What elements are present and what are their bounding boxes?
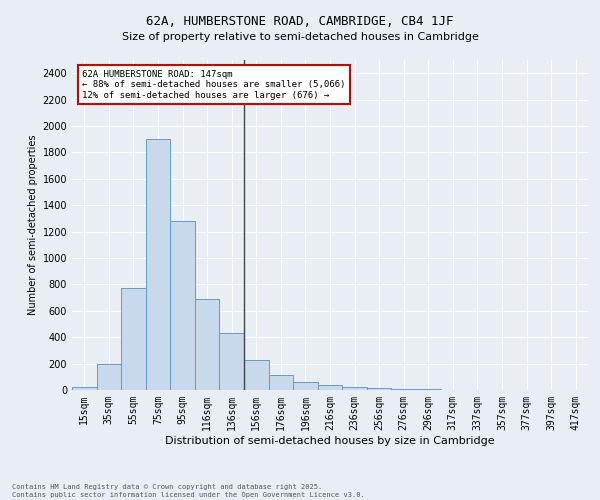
Text: Size of property relative to semi-detached houses in Cambridge: Size of property relative to semi-detach… bbox=[122, 32, 478, 42]
X-axis label: Distribution of semi-detached houses by size in Cambridge: Distribution of semi-detached houses by … bbox=[165, 436, 495, 446]
Bar bbox=[318, 386, 342, 390]
Bar bbox=[391, 389, 416, 390]
Bar bbox=[72, 388, 97, 390]
Bar bbox=[146, 139, 170, 390]
Y-axis label: Number of semi-detached properties: Number of semi-detached properties bbox=[28, 134, 38, 316]
Bar bbox=[269, 376, 293, 390]
Bar bbox=[220, 332, 244, 390]
Bar bbox=[97, 364, 121, 390]
Bar bbox=[293, 382, 318, 390]
Bar bbox=[244, 360, 269, 390]
Bar bbox=[342, 388, 367, 390]
Text: 62A, HUMBERSTONE ROAD, CAMBRIDGE, CB4 1JF: 62A, HUMBERSTONE ROAD, CAMBRIDGE, CB4 1J… bbox=[146, 15, 454, 28]
Text: 62A HUMBERSTONE ROAD: 147sqm
← 88% of semi-detached houses are smaller (5,066)
1: 62A HUMBERSTONE ROAD: 147sqm ← 88% of se… bbox=[82, 70, 346, 100]
Bar bbox=[121, 288, 146, 390]
Bar bbox=[170, 221, 195, 390]
Bar bbox=[367, 388, 391, 390]
Bar bbox=[195, 299, 220, 390]
Text: Contains HM Land Registry data © Crown copyright and database right 2025.
Contai: Contains HM Land Registry data © Crown c… bbox=[12, 484, 365, 498]
